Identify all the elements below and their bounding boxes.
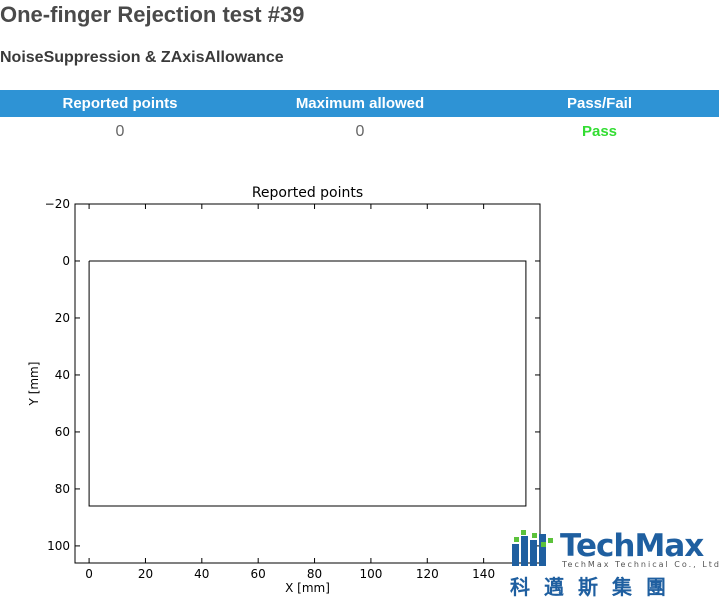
maximum-allowed-value: 0 <box>355 123 365 140</box>
techmax-logo-mark-icon <box>512 530 553 566</box>
logo-tagline: TechMax Technical Co., Ltd <box>562 560 721 569</box>
column-header-pass-fail: Pass/Fail <box>566 95 633 112</box>
x-tick-label: 60 <box>251 567 266 581</box>
x-tick-label: 100 <box>359 567 382 581</box>
chart-title: Reported points <box>252 185 363 201</box>
reported-area-boundary-line <box>88 260 527 507</box>
y-tick-label: 60 <box>55 425 70 439</box>
results-table-header: Reported points Maximum allowed Pass/Fai… <box>0 90 719 117</box>
logo-chinese-name: 科邁斯集團 <box>510 575 680 599</box>
x-tick-label: 120 <box>416 567 439 581</box>
data-series <box>88 260 527 507</box>
test-subtitle: NoiseSuppression & ZAxisAllowance <box>0 49 284 66</box>
y-tick-label: 40 <box>55 368 70 382</box>
x-tick-label: 20 <box>138 567 153 581</box>
x-tick-label: 0 <box>85 567 93 581</box>
column-header-maximum-allowed: Maximum allowed <box>295 95 425 112</box>
y-tick-label: 0 <box>62 254 70 268</box>
reported-points-value: 0 <box>115 123 125 140</box>
y-tick-label: 100 <box>47 539 70 553</box>
plot-frame <box>74 203 541 564</box>
x-tick-label: 40 <box>194 567 209 581</box>
column-header-reported-points: Reported points <box>62 95 178 112</box>
y-tick-label: 20 <box>55 311 70 325</box>
pass-fail-status: Pass <box>581 123 618 140</box>
x-tick-label: 140 <box>472 567 495 581</box>
y-tick-label: 80 <box>55 482 70 496</box>
x-tick-label: 80 <box>307 567 322 581</box>
axis-ticks: 0 20 40 60 80 100 120 140 −20 0 20 40 60 80 100 <box>45 197 540 581</box>
techmax-logo: TechMax TechMax Technical Co., Ltd 科邁斯集團 <box>510 528 721 599</box>
y-tick-label: −20 <box>45 197 70 211</box>
y-axis-label: Y [mm] <box>27 362 41 407</box>
logo-name: TechMax <box>560 528 704 564</box>
x-axis-label: X [mm] <box>285 581 330 595</box>
page-title: One-finger Rejection test #39 <box>0 2 305 27</box>
